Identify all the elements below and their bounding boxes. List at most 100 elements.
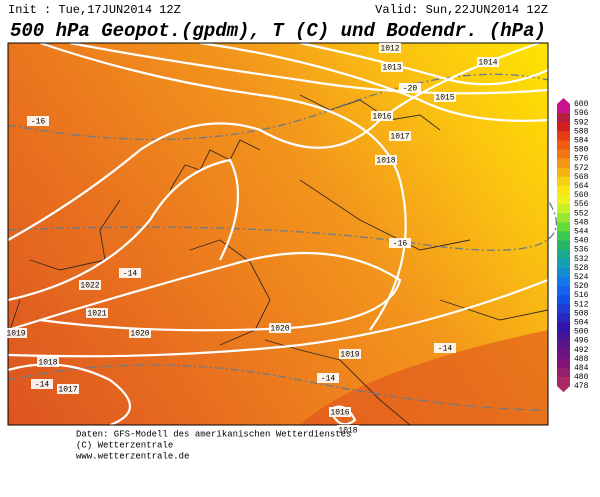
map-label: 1013 [382,64,401,73]
colorbar-band [557,158,570,168]
map-label: -14 [321,375,336,384]
map-label: 1020 [130,330,149,339]
colorbar-band [557,276,570,287]
map-label: 1021 [87,310,106,319]
colorbar-label: 536 [574,246,589,255]
colorbar-label: 500 [574,328,589,337]
colorbar-band [557,222,570,232]
colorbar-label: 520 [574,282,589,291]
colorbar-band [557,185,570,196]
colorbar-band [557,295,570,305]
label-box [86,308,108,318]
map-labels: 1012 1013 1014 -20 1015 1016 1017 1018 -16 -16 -14… [5,43,499,436]
colorbar-label: 592 [574,118,589,127]
colorbar-band [557,149,570,159]
isobar [39,41,407,331]
map-label: 1017 [390,133,409,142]
label-box [5,328,27,338]
map-label: 1012 [380,45,399,54]
map-title: 500 hPa Geopot.(gpdm), T (C) und Bodendr… [10,20,546,42]
label-box [477,57,499,67]
colorbar-band [557,104,570,114]
map-label: -16 [393,240,408,249]
colorbar-band [557,322,570,332]
label-box [31,379,53,389]
colorbar-label: 484 [574,364,589,373]
map-label: 1019 [6,330,25,339]
valid-time: Valid: Sun,22JUN2014 12Z [375,3,548,17]
colorbar-label: 488 [574,355,589,364]
isobar [7,278,549,358]
isobars [7,38,549,427]
colorbar-band [557,349,570,360]
label-box [371,111,393,121]
colorbar-label: 548 [574,218,589,227]
footer-line: (C) Wetterzentrale [76,440,173,450]
map-label: 1016 [330,409,349,418]
map-label: 1018 [376,157,395,166]
colorbar-label: 572 [574,164,589,173]
colorbar-band [557,213,570,223]
map-label: 1018 [338,427,357,436]
label-box [37,357,59,367]
colorbar-label: 480 [574,373,589,382]
colorbar-label: 532 [574,255,589,264]
colorbar-band [557,267,570,278]
warm-area [300,330,548,425]
colorbar-label: 492 [574,346,589,355]
colorbar-label: 568 [574,173,589,182]
label-box [399,83,421,93]
colorbar-label: 528 [574,264,589,273]
colorbar-band [557,377,570,387]
label-box [389,131,411,141]
init-time: Init : Tue,17JUN2014 12Z [8,3,181,17]
colorbar-band [557,258,570,269]
isobar [199,41,549,122]
colorbar-band [557,122,570,132]
colorbar-tip [557,98,570,104]
label-box [379,43,401,53]
isobar [299,41,549,86]
map-label: 1022 [80,282,99,291]
colorbar-label: 540 [574,237,589,246]
isobar [7,158,240,302]
colorbar-label: 544 [574,228,589,237]
colorbar-band [557,313,570,323]
label-box [434,343,456,353]
colorbar-band [557,113,570,123]
colorbar-label: 584 [574,137,589,146]
colorbar: 6005965925885845805765725685645605565525… [557,98,589,393]
label-box [434,92,456,102]
isobar [69,41,549,95]
map-label: -16 [31,118,46,127]
isotherm [7,199,557,251]
colorbar-band [557,176,570,187]
label-box [79,280,101,290]
colorbar-band [557,358,570,369]
colorbar-band [557,167,570,178]
label-box [129,328,151,338]
map-label: 1017 [58,386,77,395]
label-box [119,268,141,278]
label-box [389,238,411,248]
colorbar-tip [557,386,570,393]
colorbar-label: 576 [574,155,589,164]
colorbar-label: 512 [574,300,589,309]
colorbar-band [557,367,570,378]
map-frame [7,42,549,426]
colorbar-label: 478 [574,382,589,391]
label-box [337,425,359,435]
colorbar-label: 524 [574,273,589,282]
label-box [57,384,79,394]
map-label: 1015 [435,94,454,103]
colorbar-label: 556 [574,200,589,209]
colorbar-band [557,195,570,205]
map-label: -14 [438,345,453,354]
colorbar-label: 552 [574,209,589,218]
colorbar-label: 596 [574,109,589,118]
colorbar-label: 504 [574,319,589,328]
colorbar-band [557,131,570,141]
map-label: -14 [35,381,50,390]
footer: Daten: GFS-Modell des amerikanischen Wet… [76,429,351,461]
colorbar-label: 516 [574,291,589,300]
